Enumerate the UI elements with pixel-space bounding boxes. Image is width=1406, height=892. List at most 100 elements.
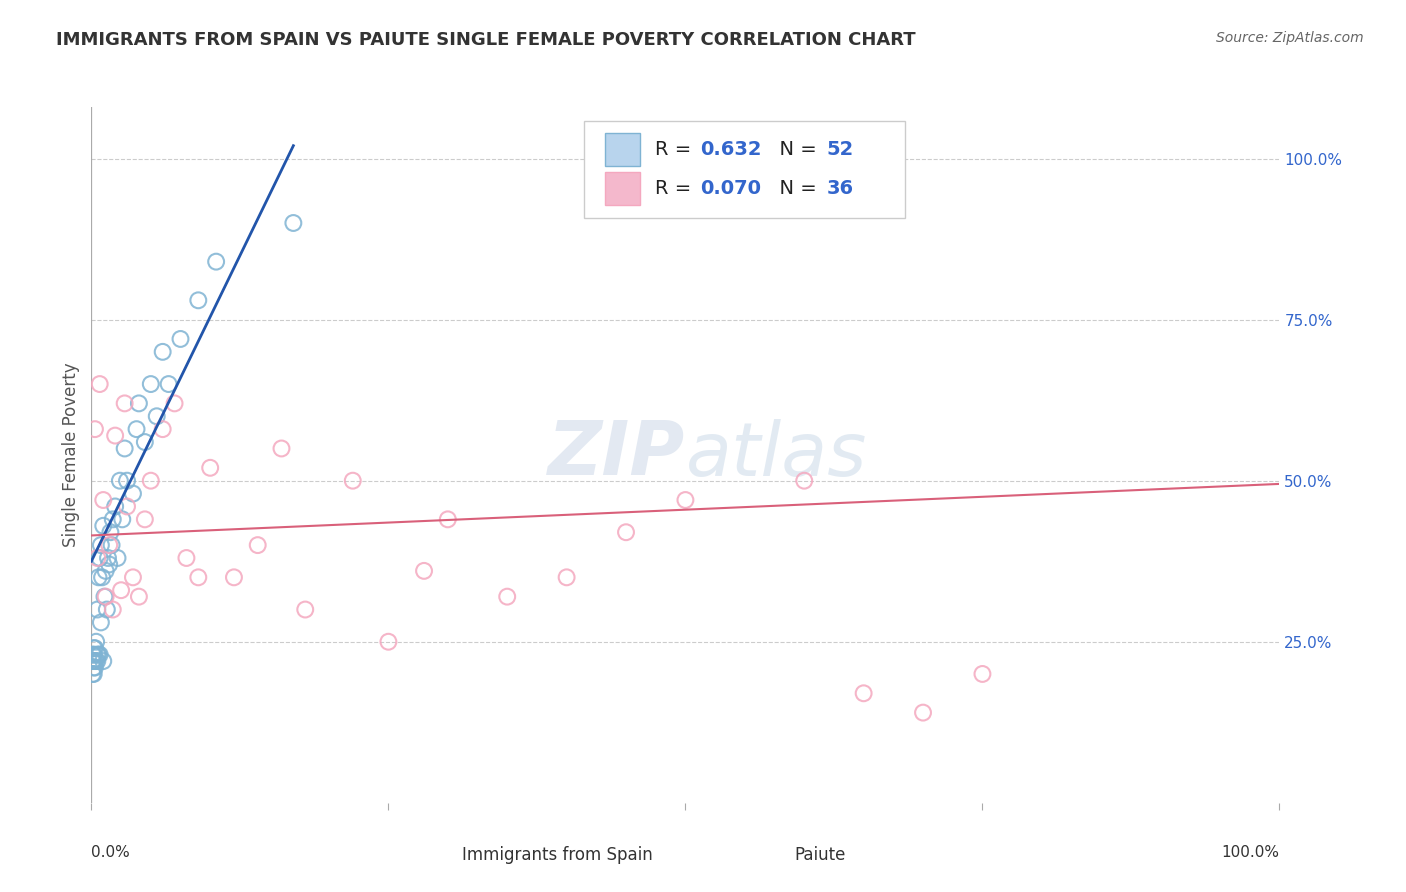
Point	[82, 667, 104, 681]
Text: 0.0%: 0.0%	[91, 845, 131, 860]
Y-axis label: Single Female Poverty: Single Female Poverty	[62, 363, 80, 547]
Point	[673, 493, 696, 508]
Point	[436, 512, 458, 526]
Point	[107, 551, 129, 566]
Point	[104, 500, 127, 514]
Point	[84, 641, 107, 656]
Point	[96, 602, 118, 616]
Point	[413, 564, 436, 578]
Point	[200, 460, 222, 475]
Point	[145, 409, 167, 424]
Point	[270, 442, 292, 456]
Text: N =: N =	[768, 140, 824, 159]
Point	[111, 512, 134, 526]
Point	[128, 590, 150, 604]
Point	[152, 344, 174, 359]
Point	[114, 442, 136, 456]
Point	[91, 493, 114, 508]
Point	[122, 486, 145, 500]
Text: Immigrants from Spain: Immigrants from Spain	[463, 846, 652, 864]
Text: 36: 36	[827, 179, 853, 198]
Point	[614, 525, 637, 540]
FancyBboxPatch shape	[756, 842, 783, 868]
Point	[87, 570, 110, 584]
Point	[187, 293, 209, 308]
Point	[93, 590, 115, 604]
Point	[104, 428, 127, 442]
Point	[134, 435, 156, 450]
Point	[100, 525, 122, 540]
Point	[100, 538, 122, 552]
Point	[83, 648, 105, 662]
Point	[115, 474, 138, 488]
Point	[94, 590, 117, 604]
Point	[125, 422, 148, 436]
Text: 0.070: 0.070	[700, 179, 761, 198]
Point	[128, 396, 150, 410]
Text: N =: N =	[768, 179, 824, 198]
Point	[157, 377, 180, 392]
Text: R =: R =	[655, 140, 697, 159]
Point	[342, 474, 364, 488]
Point	[87, 648, 110, 662]
Point	[101, 602, 124, 616]
Point	[139, 474, 162, 488]
Point	[122, 570, 145, 584]
Text: 0.632: 0.632	[700, 140, 761, 159]
Point	[115, 500, 138, 514]
Point	[294, 602, 316, 616]
Point	[83, 667, 105, 681]
Point	[169, 332, 191, 346]
Point	[84, 634, 107, 648]
FancyBboxPatch shape	[605, 133, 640, 166]
Point	[98, 558, 121, 572]
Point	[89, 648, 111, 662]
Point	[86, 648, 108, 662]
Point	[89, 377, 111, 392]
Point	[246, 538, 269, 552]
Point	[222, 570, 245, 584]
Point	[89, 551, 111, 566]
Point	[176, 551, 198, 566]
Point	[83, 660, 105, 674]
Point	[84, 422, 107, 436]
Point	[97, 551, 120, 566]
Point	[90, 615, 112, 630]
Point	[86, 602, 108, 616]
Point	[98, 538, 121, 552]
Text: Paiute: Paiute	[794, 846, 846, 864]
Text: ZIP: ZIP	[548, 418, 685, 491]
Point	[555, 570, 578, 584]
Text: Source: ZipAtlas.com: Source: ZipAtlas.com	[1216, 31, 1364, 45]
Point	[911, 706, 934, 720]
Text: IMMIGRANTS FROM SPAIN VS PAIUTE SINGLE FEMALE POVERTY CORRELATION CHART: IMMIGRANTS FROM SPAIN VS PAIUTE SINGLE F…	[56, 31, 915, 49]
Point	[82, 648, 104, 662]
Point	[163, 396, 186, 410]
Point	[205, 254, 228, 268]
Point	[82, 654, 104, 668]
Point	[84, 654, 107, 668]
Point	[972, 667, 994, 681]
Point	[91, 654, 114, 668]
FancyBboxPatch shape	[585, 121, 905, 219]
Text: 100.0%: 100.0%	[1222, 845, 1279, 860]
Point	[84, 654, 107, 668]
Point	[110, 583, 132, 598]
Point	[114, 396, 136, 410]
Point	[91, 518, 114, 533]
FancyBboxPatch shape	[605, 172, 640, 205]
Point	[101, 512, 124, 526]
Point	[83, 654, 105, 668]
Point	[377, 634, 399, 648]
Point	[83, 641, 105, 656]
Text: 52: 52	[827, 140, 853, 159]
Point	[108, 474, 131, 488]
FancyBboxPatch shape	[425, 842, 450, 868]
Point	[86, 654, 108, 668]
Point	[793, 474, 815, 488]
Point	[82, 654, 104, 668]
Point	[84, 660, 107, 674]
Point	[283, 216, 305, 230]
Point	[86, 551, 108, 566]
Point	[496, 590, 519, 604]
